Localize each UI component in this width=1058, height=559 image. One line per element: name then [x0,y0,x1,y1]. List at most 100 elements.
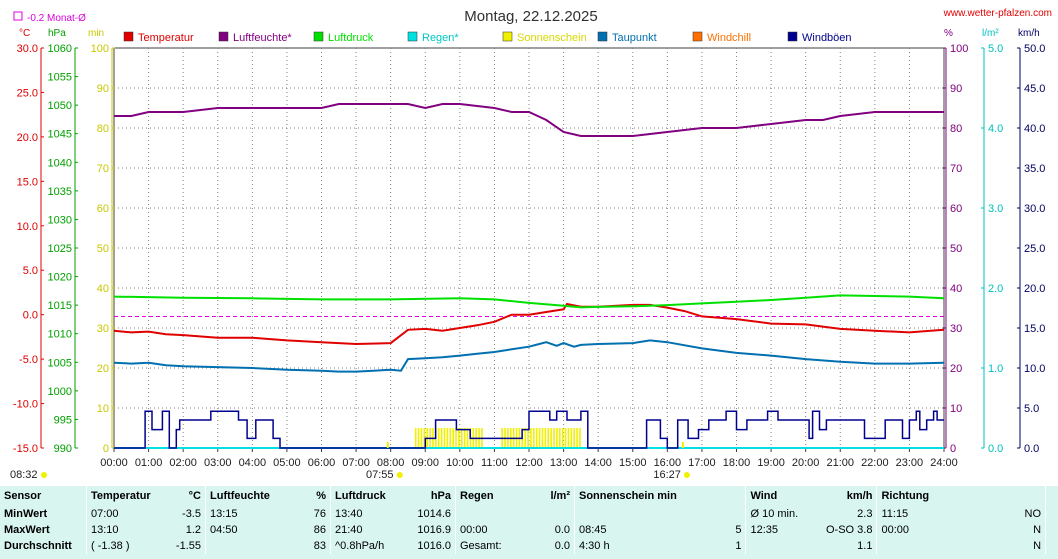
temp-tick-label: 5.0 [23,265,38,277]
cell [574,506,700,522]
cell: 1 [735,540,742,552]
pct-tick-label: 30 [950,323,962,335]
col-rain: Regen [455,486,524,506]
pct-tick-label: 40 [950,283,962,295]
series-line [114,410,944,449]
lm2-tick-label: 1.0 [988,363,1003,375]
min-tick-label: 50 [97,243,109,255]
sunshine-bar [455,428,457,448]
legend-swatch [692,31,703,42]
legend-swatch [218,31,229,42]
kmh-tick-label: 45.0 [1024,83,1045,95]
x-tick-label: 10:00 [446,457,474,469]
sunshine-bar [533,428,535,448]
table-row: Durchschnitt ( -1.38 ) -1.55 83 ^0.8hPa/… [0,538,1058,554]
sunshine-bar [579,428,581,448]
sunshine-bar [550,428,552,448]
sunshine-bar [452,428,454,448]
min-tick-label: 60 [97,203,109,215]
series-line [113,302,945,346]
hpa-tick-label: 990 [54,443,72,455]
min-tick-label: 90 [97,83,109,95]
cell: -3.5 [182,508,201,520]
hpa-tick-label: 1005 [48,357,72,369]
cell [455,506,524,522]
legend-label: Luftdruck [328,32,374,44]
col-press: Luftdruck [330,486,407,506]
sunshine-bar [417,428,420,448]
hpa-tick-label: 1010 [48,329,72,341]
sunshine-bar [567,428,570,448]
sunshine-bar [466,428,469,448]
cell: 13:40 [330,506,407,522]
col-temp: Temperatur [86,486,167,506]
monthly-avg-icon [13,11,23,21]
x-tick-label: 15:00 [619,457,647,469]
cell: 5 [735,524,742,536]
sunset-label: 16:27 [653,469,681,481]
chart-title: Montag, 22.12.2025 [464,8,597,25]
pct-tick-label: 90 [950,83,962,95]
temp-tick-label: -10.0 [13,399,38,411]
x-tick-label: 02:00 [169,457,197,469]
sunshine-bar [446,428,449,448]
sunshine-bar [458,428,460,448]
cell: N [1033,540,1042,552]
cell: 2.3 [857,508,873,520]
time-left-label: 08:32 [10,469,38,481]
sunshine-bar [420,428,423,448]
cell: 07:00 [86,506,167,522]
weather-chart: Montag, 22.12.2025 www.wetter-pfalzen.co… [10,8,1052,481]
temp-tick-label: 30.0 [17,43,38,55]
sun-markers: 07:55 16:27 08:32 [10,442,690,481]
hpa-tick-label: 1015 [48,300,72,312]
col-hum: Luftfeuchte [205,486,292,506]
cell [205,538,292,554]
legend-label: Windböen [802,32,852,44]
cell [699,506,746,522]
sunshine-bar [530,428,532,448]
table-row: MaxWert 13:10 1.2 04:50 86 21:40 1016.9 … [0,522,1058,538]
x-tick-label: 17:00 [688,457,716,469]
x-tick-label: 11:00 [481,457,508,469]
sun-icon [41,472,47,478]
temp-tick-label: 15.0 [17,176,38,188]
x-tick-label: 16:00 [654,457,682,469]
sunshine-bar [553,428,555,448]
hpa-tick-label: 1020 [48,272,72,284]
legend-swatch [313,31,324,42]
row-label: MinWert [4,508,48,520]
x-tick-label: 01:00 [135,457,163,469]
y-axes: 30.0 25.0 20.0 15.0 10.0 5.0 0.0 -5.0 -10.0 -15.0… [13,43,1046,455]
x-tick-label: 07:00 [342,457,370,469]
hpa-tick-label: 1050 [48,100,72,112]
kmh-tick-label: 20.0 [1024,283,1045,295]
x-tick-label: 06:00 [308,457,336,469]
legend-label: Luftfeuchte* [233,32,292,44]
cell: 4:30 h [574,538,700,554]
sunshine-bar [460,428,463,448]
kmh-tick-label: 10.0 [1024,363,1045,375]
cell: 1016.9 [417,524,451,536]
cell: 08:45 [574,522,700,538]
cell: Gesamt: [455,538,524,554]
temp-tick-label: 10.0 [17,221,38,233]
sunshine-bar [561,428,564,448]
x-tick-label: 05:00 [273,457,301,469]
unit-pct: % [944,28,953,39]
gridlines [114,48,944,448]
lm2-tick-label: 4.0 [988,123,1003,135]
cell: 12:35 [745,522,821,538]
legend-swatch [123,31,134,42]
unit-min: min [88,28,104,39]
cell: 00:00 [455,522,524,538]
kmh-tick-label: 30.0 [1024,203,1045,215]
x-tick-label: 19:00 [757,457,785,469]
sunshine-bar [463,428,466,448]
sunshine-bar [449,428,452,448]
source-link[interactable]: www.wetter-pfalzen.com [943,8,1052,19]
sunshine-bar [547,428,550,448]
x-tick-label: 23:00 [896,457,924,469]
col-rain-unit: l/m² [550,490,570,502]
x-tick-label: 04:00 [239,457,267,469]
